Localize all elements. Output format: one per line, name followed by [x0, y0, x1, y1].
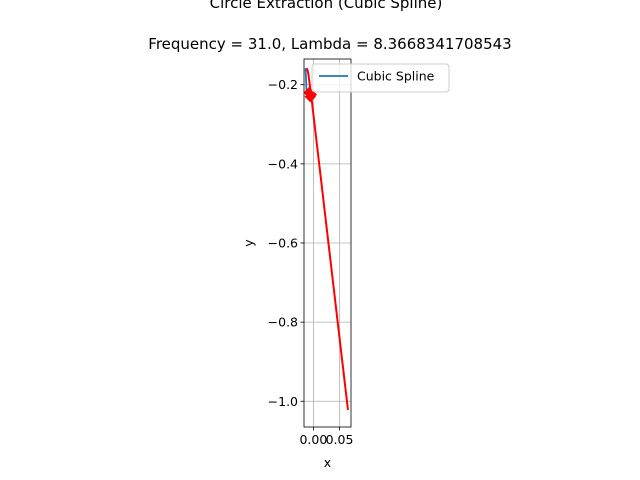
x-axis-label: x: [324, 455, 331, 470]
y-tick-label: −0.2: [268, 77, 298, 92]
y-tick-label: −0.6: [268, 236, 298, 251]
y-axis-label: y: [241, 239, 256, 247]
x-tick-label: 0.00: [299, 432, 327, 447]
plot-area: [303, 58, 352, 428]
y-tick-label: −0.8: [268, 315, 298, 330]
y-tick-label: −1.0: [268, 394, 298, 409]
series-1-line: [306, 67, 349, 411]
legend: Cubic Spline: [311, 63, 450, 93]
chart-subtitle: Frequency = 31.0, Lambda = 8.36683417085…: [148, 35, 511, 53]
x-tick-label: 0.05: [326, 432, 354, 447]
legend-label-cubic-spline: Cubic Spline: [357, 69, 435, 84]
y-tick-label: −0.4: [268, 156, 298, 171]
x-axis-ticks: 0.000.05: [299, 427, 353, 447]
legend-box: [311, 63, 450, 93]
chart-title: Circle Extraction (Cubic Spline): [210, 0, 443, 12]
series-line-cubic-spline: [304, 67, 308, 94]
y-axis-ticks: −0.2 −0.4 −0.6 −0.8 −1.0: [268, 77, 304, 409]
